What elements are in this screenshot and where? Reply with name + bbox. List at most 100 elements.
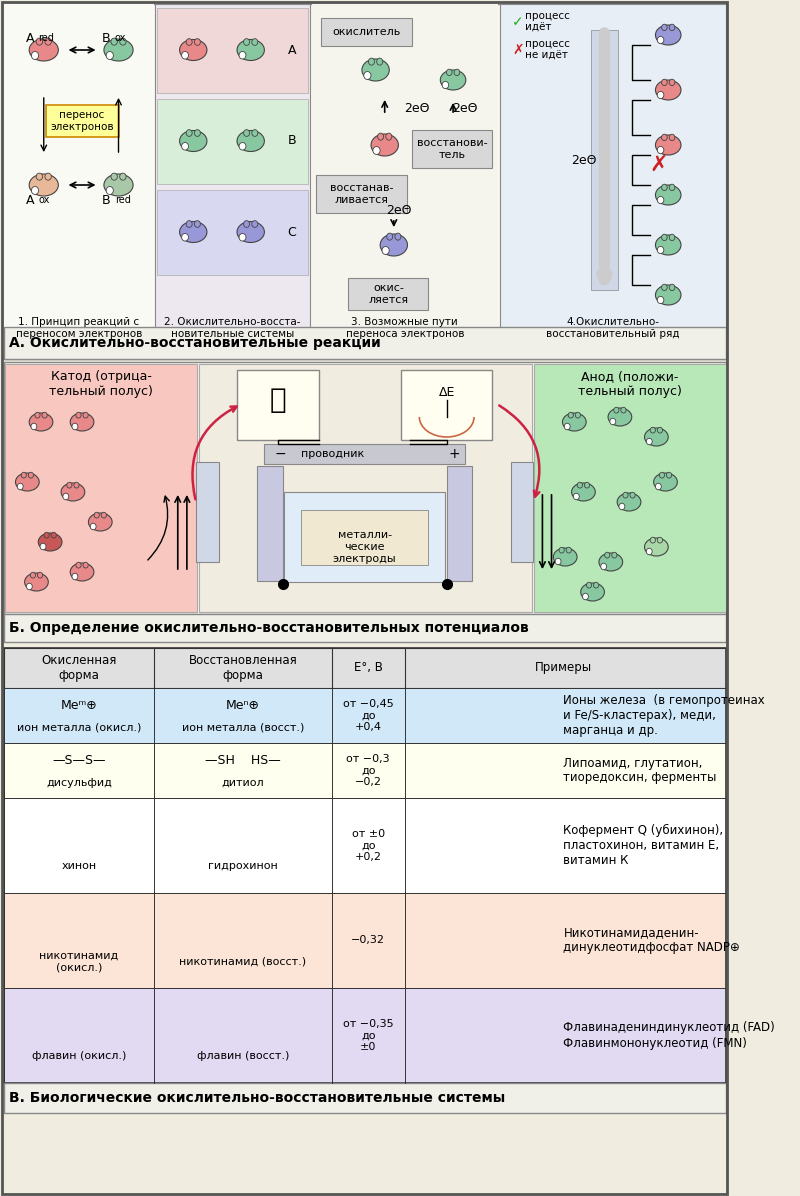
Bar [196,462,218,562]
Ellipse shape [378,133,384,140]
Ellipse shape [179,39,207,61]
Circle shape [574,493,579,500]
Text: −: − [275,447,286,460]
Circle shape [646,438,652,445]
Ellipse shape [655,80,681,100]
Ellipse shape [612,553,617,559]
Text: 3. Возможные пути
переноса электронов: 3. Возможные пути переноса электронов [346,317,464,338]
Ellipse shape [243,220,250,227]
Ellipse shape [666,472,672,478]
Ellipse shape [45,173,51,181]
Circle shape [364,72,371,79]
Bar [321,18,412,45]
Text: от ±0
до
+0,2: от ±0 до +0,2 [352,829,385,862]
Text: Ионы железа  (в гемопротеинах
и Fe/S-кластерах), меди,
марганца и др.: Ионы железа (в гемопротеинах и Fe/S-клас… [563,694,765,737]
Ellipse shape [568,413,574,419]
Circle shape [182,233,189,242]
Text: ион металла (окисл.): ион металла (окисл.) [17,722,141,733]
Ellipse shape [15,472,39,492]
Ellipse shape [584,482,590,488]
Ellipse shape [29,173,58,196]
Ellipse shape [194,38,200,45]
Text: флавин (окисл.): флавин (окисл.) [32,1051,126,1061]
Bar [4,1084,726,1113]
Ellipse shape [559,548,564,553]
Text: А. Окислительно-восстановительные реакции: А. Окислительно-восстановительные реакци… [9,336,381,350]
Bar [4,743,726,798]
Circle shape [239,51,246,59]
Ellipse shape [454,69,460,75]
Ellipse shape [21,472,26,478]
Ellipse shape [30,572,35,578]
Bar [4,362,726,614]
Ellipse shape [605,553,610,559]
Ellipse shape [237,39,264,61]
Bar [4,893,726,988]
Bar [401,370,492,440]
Ellipse shape [243,129,250,136]
Text: red: red [38,33,54,43]
Circle shape [63,493,69,500]
Ellipse shape [386,133,392,140]
Circle shape [582,593,588,599]
Ellipse shape [76,413,81,419]
Circle shape [72,423,78,429]
Text: ✗: ✗ [650,155,669,175]
Ellipse shape [670,24,675,31]
Circle shape [18,483,23,489]
Bar [264,444,465,464]
Bar [4,798,726,893]
Bar [510,462,534,562]
Text: ΔE: ΔE [438,385,455,398]
Circle shape [31,187,38,195]
Ellipse shape [581,582,605,602]
Ellipse shape [29,39,58,61]
Ellipse shape [670,184,675,190]
Bar [46,105,118,138]
Text: от −0,3
до
−0,2: от −0,3 до −0,2 [346,753,390,787]
Text: ✗: ✗ [512,43,524,57]
Ellipse shape [28,472,34,478]
Circle shape [658,91,664,98]
Ellipse shape [655,234,681,255]
Circle shape [40,543,46,550]
Ellipse shape [102,512,106,518]
Bar [534,364,726,612]
Ellipse shape [186,129,192,136]
Ellipse shape [670,134,675,141]
Ellipse shape [566,548,571,553]
Ellipse shape [25,573,48,591]
Bar [285,492,445,582]
Text: —S—S—: —S—S— [52,755,106,767]
Text: Б. Определение окислительно-восстановительных потенциалов: Б. Определение окислительно-восстановите… [9,621,529,635]
Bar [590,30,618,289]
Text: +: + [448,447,460,460]
Bar [155,4,310,329]
Text: процесс
идёт: процесс идёт [525,11,570,32]
Ellipse shape [554,548,577,566]
Ellipse shape [662,184,667,190]
Text: Никотинамидаденин-
динуклеотидфосфат NADP⊕: Никотинамидаденин- динуклеотидфосфат NAD… [563,927,740,954]
Ellipse shape [655,185,681,205]
Text: B: B [287,134,296,147]
Ellipse shape [70,413,94,431]
Circle shape [239,233,246,242]
Ellipse shape [51,532,56,538]
Circle shape [610,419,616,425]
Text: дисульфид: дисульфид [46,777,112,788]
Text: B: B [102,194,110,207]
Ellipse shape [243,38,250,45]
Ellipse shape [61,483,85,501]
Ellipse shape [42,413,47,419]
Ellipse shape [179,130,207,152]
Text: от −0,45
до
+0,4: от −0,45 до +0,4 [343,698,394,732]
Text: —SH    HS—: —SH HS— [205,755,281,767]
Text: металли-
ческие
электроды: металли- ческие электроды [333,530,397,563]
Bar [316,175,407,213]
Text: 💡: 💡 [270,386,286,414]
Bar [412,130,492,167]
Ellipse shape [252,220,258,227]
Ellipse shape [179,221,207,243]
Ellipse shape [38,572,42,578]
Ellipse shape [36,38,42,45]
